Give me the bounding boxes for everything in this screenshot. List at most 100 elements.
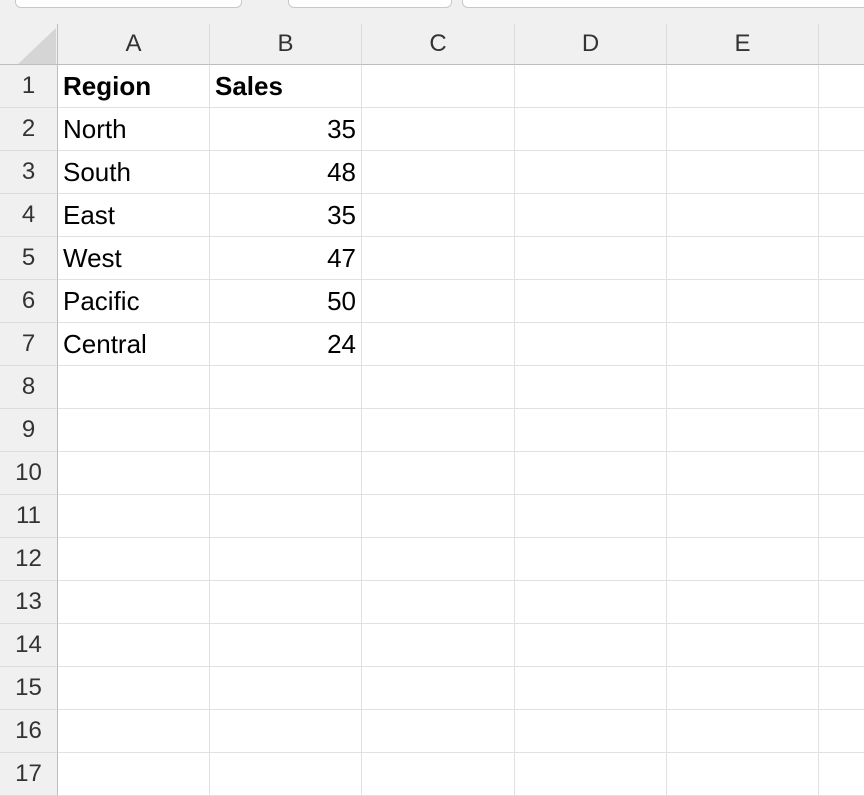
- row-header-1[interactable]: 1: [0, 65, 58, 108]
- cell-D16[interactable]: [515, 710, 667, 753]
- cell-E1[interactable]: [667, 65, 819, 108]
- cell-B14[interactable]: [210, 624, 362, 667]
- cell-B1[interactable]: Sales: [210, 65, 362, 108]
- cell-A2[interactable]: North: [58, 108, 210, 151]
- cell-B5[interactable]: 47: [210, 237, 362, 280]
- cell-F2[interactable]: [819, 108, 864, 151]
- cell-B9[interactable]: [210, 409, 362, 452]
- cell-F5[interactable]: [819, 237, 864, 280]
- cell-B13[interactable]: [210, 581, 362, 624]
- cell-B12[interactable]: [210, 538, 362, 581]
- cell-A5[interactable]: West: [58, 237, 210, 280]
- cell-A17[interactable]: [58, 753, 210, 796]
- name-box[interactable]: [15, 0, 242, 8]
- cell-C12[interactable]: [362, 538, 515, 581]
- cell-B7[interactable]: 24: [210, 323, 362, 366]
- cell-C4[interactable]: [362, 194, 515, 237]
- cell-F16[interactable]: [819, 710, 864, 753]
- row-header-17[interactable]: 17: [0, 753, 58, 796]
- cell-D10[interactable]: [515, 452, 667, 495]
- cell-F11[interactable]: [819, 495, 864, 538]
- cell-A7[interactable]: Central: [58, 323, 210, 366]
- cell-F3[interactable]: [819, 151, 864, 194]
- column-header-e[interactable]: E: [667, 24, 819, 65]
- cell-C15[interactable]: [362, 667, 515, 710]
- row-header-11[interactable]: 11: [0, 495, 58, 538]
- cell-E8[interactable]: [667, 366, 819, 409]
- cell-D5[interactable]: [515, 237, 667, 280]
- cell-C8[interactable]: [362, 366, 515, 409]
- row-header-7[interactable]: 7: [0, 323, 58, 366]
- cell-E3[interactable]: [667, 151, 819, 194]
- cell-E15[interactable]: [667, 667, 819, 710]
- column-header-c[interactable]: C: [362, 24, 515, 65]
- cell-C13[interactable]: [362, 581, 515, 624]
- cell-A4[interactable]: East: [58, 194, 210, 237]
- cell-A14[interactable]: [58, 624, 210, 667]
- cell-A10[interactable]: [58, 452, 210, 495]
- cell-D11[interactable]: [515, 495, 667, 538]
- cell-C11[interactable]: [362, 495, 515, 538]
- column-header-f[interactable]: [819, 24, 864, 65]
- cell-E11[interactable]: [667, 495, 819, 538]
- cell-A8[interactable]: [58, 366, 210, 409]
- cell-B2[interactable]: 35: [210, 108, 362, 151]
- cell-F7[interactable]: [819, 323, 864, 366]
- cell-F10[interactable]: [819, 452, 864, 495]
- cell-D13[interactable]: [515, 581, 667, 624]
- column-header-b[interactable]: B: [210, 24, 362, 65]
- row-header-13[interactable]: 13: [0, 581, 58, 624]
- cell-F1[interactable]: [819, 65, 864, 108]
- cell-E12[interactable]: [667, 538, 819, 581]
- cell-E16[interactable]: [667, 710, 819, 753]
- cell-E9[interactable]: [667, 409, 819, 452]
- cell-C10[interactable]: [362, 452, 515, 495]
- row-header-14[interactable]: 14: [0, 624, 58, 667]
- row-header-5[interactable]: 5: [0, 237, 58, 280]
- cell-A13[interactable]: [58, 581, 210, 624]
- select-all-button[interactable]: [0, 24, 58, 65]
- cell-B8[interactable]: [210, 366, 362, 409]
- cell-C7[interactable]: [362, 323, 515, 366]
- cell-F14[interactable]: [819, 624, 864, 667]
- cell-D7[interactable]: [515, 323, 667, 366]
- cell-B11[interactable]: [210, 495, 362, 538]
- cell-C14[interactable]: [362, 624, 515, 667]
- cell-D4[interactable]: [515, 194, 667, 237]
- row-header-15[interactable]: 15: [0, 667, 58, 710]
- row-header-10[interactable]: 10: [0, 452, 58, 495]
- toolbar-control[interactable]: [288, 0, 452, 8]
- cell-F8[interactable]: [819, 366, 864, 409]
- cell-F9[interactable]: [819, 409, 864, 452]
- cell-F4[interactable]: [819, 194, 864, 237]
- cell-C17[interactable]: [362, 753, 515, 796]
- cell-C2[interactable]: [362, 108, 515, 151]
- cell-B10[interactable]: [210, 452, 362, 495]
- cell-A6[interactable]: Pacific: [58, 280, 210, 323]
- cell-D1[interactable]: [515, 65, 667, 108]
- row-header-16[interactable]: 16: [0, 710, 58, 753]
- cell-D17[interactable]: [515, 753, 667, 796]
- row-header-9[interactable]: 9: [0, 409, 58, 452]
- cell-D8[interactable]: [515, 366, 667, 409]
- row-header-12[interactable]: 12: [0, 538, 58, 581]
- cell-D2[interactable]: [515, 108, 667, 151]
- column-header-a[interactable]: A: [58, 24, 210, 65]
- cell-A3[interactable]: South: [58, 151, 210, 194]
- cell-D6[interactable]: [515, 280, 667, 323]
- cell-D3[interactable]: [515, 151, 667, 194]
- cell-E17[interactable]: [667, 753, 819, 796]
- cell-F15[interactable]: [819, 667, 864, 710]
- cell-D15[interactable]: [515, 667, 667, 710]
- cell-F6[interactable]: [819, 280, 864, 323]
- cell-C6[interactable]: [362, 280, 515, 323]
- formula-bar[interactable]: [462, 0, 864, 8]
- cell-D14[interactable]: [515, 624, 667, 667]
- row-header-6[interactable]: 6: [0, 280, 58, 323]
- cell-D12[interactable]: [515, 538, 667, 581]
- row-header-8[interactable]: 8: [0, 366, 58, 409]
- cell-E13[interactable]: [667, 581, 819, 624]
- cell-B3[interactable]: 48: [210, 151, 362, 194]
- column-header-d[interactable]: D: [515, 24, 667, 65]
- cell-C1[interactable]: [362, 65, 515, 108]
